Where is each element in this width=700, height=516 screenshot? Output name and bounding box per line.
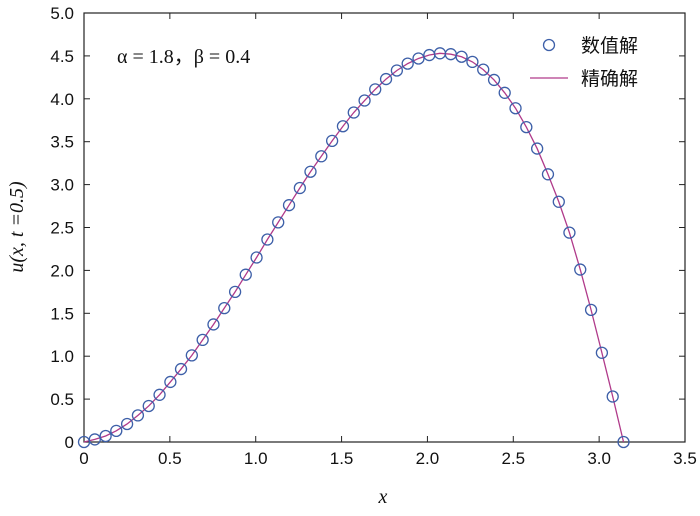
numerical-solution-point xyxy=(110,424,123,437)
numerical-solution-point xyxy=(120,417,134,431)
numerical-solution-point xyxy=(498,86,511,99)
y-tick-label: 3.5 xyxy=(50,133,74,152)
numerical-solution-point xyxy=(142,399,155,413)
x-tick-label: 2.0 xyxy=(416,449,440,468)
numerical-solution-point xyxy=(487,73,501,87)
numerical-solution-point xyxy=(164,375,177,389)
numerical-solution-point xyxy=(261,233,274,246)
numerical-solution-point xyxy=(563,226,576,239)
y-tick-label: 4.5 xyxy=(50,47,74,66)
numerical-solution-point xyxy=(99,429,112,443)
numerical-solution-point xyxy=(606,390,619,403)
x-tick-label: 1.0 xyxy=(244,449,268,468)
numerical-solution-point xyxy=(250,251,263,264)
numerical-solution-point xyxy=(541,168,555,181)
numerical-solution-point xyxy=(228,285,242,299)
numerical-solution-point xyxy=(315,150,328,163)
legend-label-numerical: 数值解 xyxy=(581,35,638,57)
marker-layer xyxy=(77,47,630,449)
numerical-solution-point xyxy=(218,302,231,315)
numerical-solution-point xyxy=(477,63,490,76)
y-tick-label: 4.0 xyxy=(50,90,74,109)
y-tick-label: 3.0 xyxy=(50,176,74,195)
numerical-solution-point xyxy=(401,57,414,70)
numerical-solution-point xyxy=(325,134,339,147)
numerical-solution-point xyxy=(282,199,296,212)
y-tick-label: 2.0 xyxy=(50,261,74,280)
y-tick-label: 1.0 xyxy=(50,347,74,366)
numerical-solution-point xyxy=(466,55,479,69)
y-axis-title: u(x, t =0.5) xyxy=(6,181,28,273)
numerical-solution-point xyxy=(531,142,544,155)
x-tick-label: 0.5 xyxy=(158,449,182,468)
numerical-solution-point xyxy=(358,94,371,107)
numerical-solution-point xyxy=(584,303,598,317)
numerical-solution-point xyxy=(379,72,393,86)
numerical-solution-point xyxy=(390,64,404,77)
numerical-solution-point xyxy=(196,333,209,347)
x-tick-label: 3.0 xyxy=(587,449,611,468)
legend-marker-numerical xyxy=(542,38,556,52)
numerical-solution-point xyxy=(595,346,609,359)
legend: 数值解 精确解 xyxy=(530,35,638,90)
numerical-solution-point xyxy=(272,216,285,229)
numerical-solution-point xyxy=(174,362,188,376)
numerical-solution-point xyxy=(185,349,198,362)
numerical-solution-point xyxy=(239,268,252,281)
y-tick-label: 0.5 xyxy=(50,390,74,409)
parameter-annotation: α = 1.8，β = 0.4 xyxy=(117,46,250,68)
x-tick-label: 2.5 xyxy=(501,449,525,468)
numerical-solution-point xyxy=(131,409,145,422)
x-tick-label: 3.5 xyxy=(673,449,697,468)
numerical-solution-point xyxy=(574,263,587,276)
x-tick-label: 0 xyxy=(79,449,88,468)
y-tick-label: 2.5 xyxy=(50,219,74,238)
numerical-solution-point xyxy=(552,195,565,208)
numerical-solution-point xyxy=(369,83,382,96)
y-tick-label: 0 xyxy=(65,433,74,452)
numerical-solution-point xyxy=(455,50,468,63)
x-axis-title: x xyxy=(378,486,388,508)
axes-layer: 0 0.5 1.0 1.5 2.0 2.5 3.0 3.5 0 0.5 1.0 1.5 2.0 2.5 3.… xyxy=(50,4,696,468)
y-tick-label: 1.5 xyxy=(50,304,74,323)
numerical-solution-point xyxy=(88,433,101,446)
numerical-solution-point xyxy=(412,52,425,65)
numerical-solution-point xyxy=(293,181,306,195)
numerical-solution-point xyxy=(520,120,533,134)
numerical-solution-point xyxy=(509,102,522,115)
x-tick-label: 1.5 xyxy=(330,449,354,468)
numerical-solution-point xyxy=(347,106,360,119)
numerical-solution-point xyxy=(617,435,630,449)
legend-label-exact: 精确解 xyxy=(581,68,638,90)
y-tick-label: 5.0 xyxy=(50,4,74,23)
numerical-solution-point xyxy=(153,388,166,401)
numerical-solution-point xyxy=(304,165,317,178)
numerical-solution-point xyxy=(336,120,350,133)
numerical-solution-point xyxy=(207,318,220,331)
